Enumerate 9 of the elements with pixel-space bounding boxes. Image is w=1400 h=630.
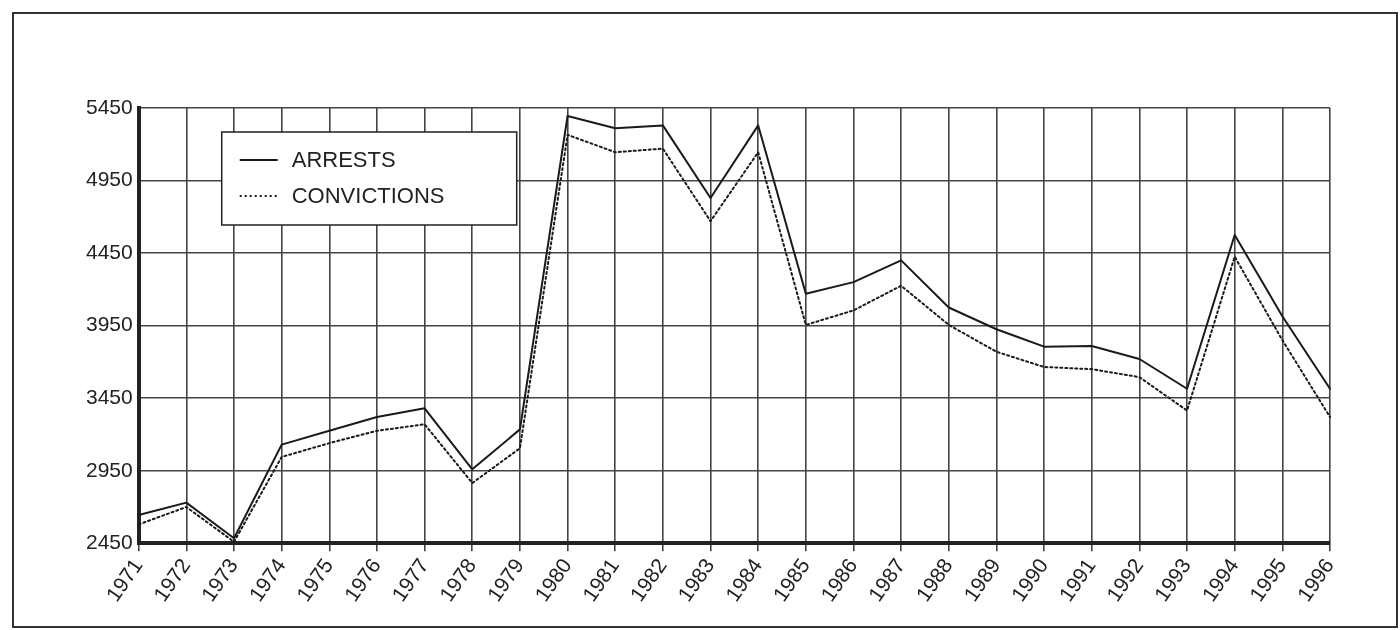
y-tick-label: 4950 <box>86 167 133 191</box>
y-tick-label: 2450 <box>86 530 133 554</box>
legend-label: CONVICTIONS <box>291 183 445 209</box>
y-tick-label: 5450 <box>86 94 133 118</box>
y-tick-label: 4450 <box>86 239 133 263</box>
y-tick-label: 3950 <box>86 312 133 336</box>
legend-label: ARRESTS <box>291 147 396 173</box>
y-tick-label: 2950 <box>86 457 133 481</box>
y-tick-label: 3450 <box>86 384 133 408</box>
